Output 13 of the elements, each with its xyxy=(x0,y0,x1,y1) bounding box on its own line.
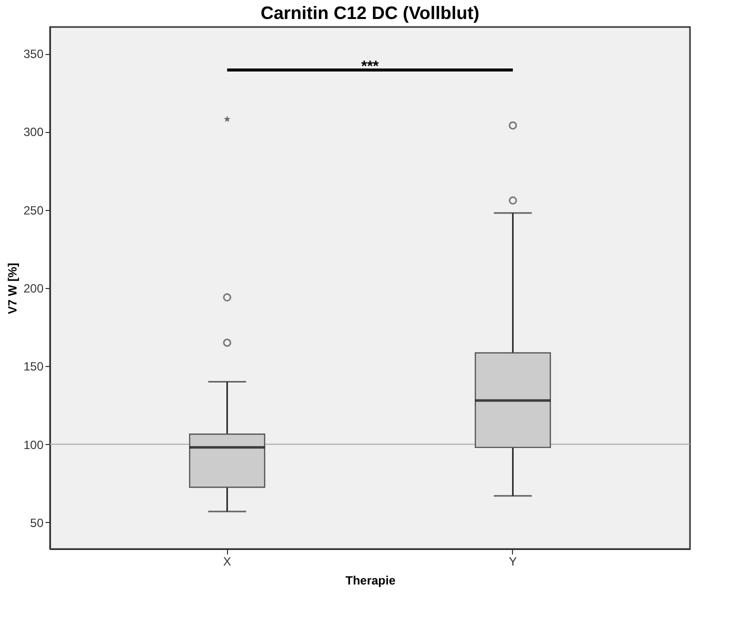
y-tick-label: 250 xyxy=(23,203,44,218)
y-tick-label: 200 xyxy=(23,282,44,296)
y-tick-label: 150 xyxy=(23,360,44,374)
y-tick-label: 50 xyxy=(30,516,44,530)
x-tick-label: Y xyxy=(508,554,517,568)
annotation: *** xyxy=(361,58,379,75)
chart-title: Carnitin C12 DC (Vollblut) xyxy=(260,3,480,23)
x-axis-title: Therapie xyxy=(345,574,396,588)
x-tick-label: X xyxy=(223,554,232,568)
y-tick-label: 350 xyxy=(23,47,44,62)
y-tick-label: 100 xyxy=(23,438,44,452)
y-tick-label: 300 xyxy=(23,125,44,140)
y-axis-title: V7 W [%] xyxy=(5,262,20,314)
